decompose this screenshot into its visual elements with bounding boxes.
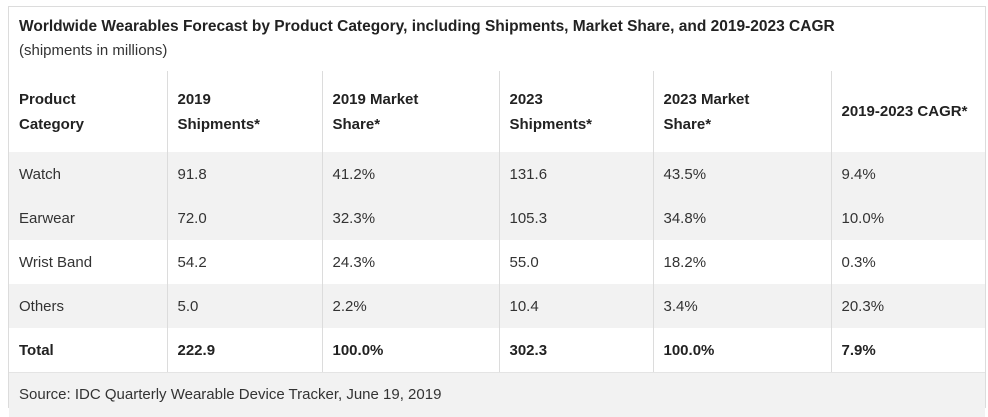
header-line: Shipments*: [177, 115, 261, 133]
cell-cagr: 20.3%: [830, 284, 985, 328]
table-row-earwear: Earwear 72.0 32.3% 105.3 34.8% 10.0%: [9, 196, 985, 240]
header-line: 2019 Market: [332, 90, 419, 108]
header-2023-market-share: 2023 Market Share*: [652, 71, 831, 152]
table-source-note: Source: IDC Quarterly Wearable Device Tr…: [9, 372, 985, 417]
header-line: 2023: [509, 90, 543, 108]
header-line: 2023 Market: [663, 90, 750, 108]
cell-2019-shipments: 54.2: [166, 240, 322, 284]
cell-2023-shipments: 55.0: [498, 240, 653, 284]
forecast-table: Product Category 2019 Shipments* 2019 Ma…: [9, 71, 985, 372]
cell-2019-share: 24.3%: [321, 240, 499, 284]
cell-2019-shipments: 5.0: [166, 284, 322, 328]
cell-2019-shipments: 91.8: [166, 152, 322, 196]
cell-cagr: 0.3%: [830, 240, 985, 284]
table-row-total: Total 222.9 100.0% 302.3 100.0% 7.9%: [9, 328, 985, 372]
header-cagr: 2019-2023 CAGR*: [830, 71, 985, 152]
header-line: 2019-2023 CAGR*: [841, 103, 968, 120]
table-row-watch: Watch 91.8 41.2% 131.6 43.5% 9.4%: [9, 152, 985, 196]
cell-2023-share: 43.5%: [652, 152, 831, 196]
cell-2019-share: 2.2%: [321, 284, 499, 328]
cell-2019-share: 32.3%: [321, 196, 499, 240]
header-line: Share*: [332, 115, 381, 133]
cell-2023-share: 34.8%: [652, 196, 831, 240]
cell-2023-shipments: 131.6: [498, 152, 653, 196]
cell-cagr: 7.9%: [830, 328, 985, 372]
cell-2019-shipments: 72.0: [166, 196, 322, 240]
cell-2019-share: 100.0%: [321, 328, 499, 372]
cell-2019-shipments: 222.9: [166, 328, 322, 372]
header-row: Product Category 2019 Shipments* 2019 Ma…: [9, 71, 985, 152]
forecast-table-card: Worldwide Wearables Forecast by Product …: [8, 6, 986, 417]
table-row-wrist-band: Wrist Band 54.2 24.3% 55.0 18.2% 0.3%: [9, 240, 985, 284]
cell-2023-shipments: 10.4: [498, 284, 653, 328]
header-line: Shipments*: [509, 115, 593, 133]
cell-2023-share: 100.0%: [652, 328, 831, 372]
header-line: Product: [19, 90, 76, 108]
cell-cagr: 9.4%: [830, 152, 985, 196]
header-line: Share*: [663, 115, 712, 133]
header-2023-shipments: 2023 Shipments*: [498, 71, 653, 152]
cell-2023-shipments: 105.3: [498, 196, 653, 240]
header-product-category: Product Category: [9, 71, 167, 152]
header-line: Category: [19, 115, 85, 133]
cell-2023-share: 3.4%: [652, 284, 831, 328]
header-line: 2019: [177, 90, 211, 108]
cell-category: Wrist Band: [9, 240, 167, 284]
cell-category: Earwear: [9, 196, 167, 240]
table-subtitle: (shipments in millions): [19, 42, 168, 59]
table-caption: Worldwide Wearables Forecast by Product …: [9, 7, 985, 71]
cell-2023-shipments: 302.3: [498, 328, 653, 372]
cell-cagr: 10.0%: [830, 196, 985, 240]
cell-2023-share: 18.2%: [652, 240, 831, 284]
table-row-others: Others 5.0 2.2% 10.4 3.4% 20.3%: [9, 284, 985, 328]
cell-category: Total: [9, 328, 167, 372]
cell-category: Watch: [9, 152, 167, 196]
cell-2019-share: 41.2%: [321, 152, 499, 196]
cell-category: Others: [9, 284, 167, 328]
header-2019-market-share: 2019 Market Share*: [321, 71, 499, 152]
header-2019-shipments: 2019 Shipments*: [166, 71, 322, 152]
table-title: Worldwide Wearables Forecast by Product …: [19, 18, 835, 35]
